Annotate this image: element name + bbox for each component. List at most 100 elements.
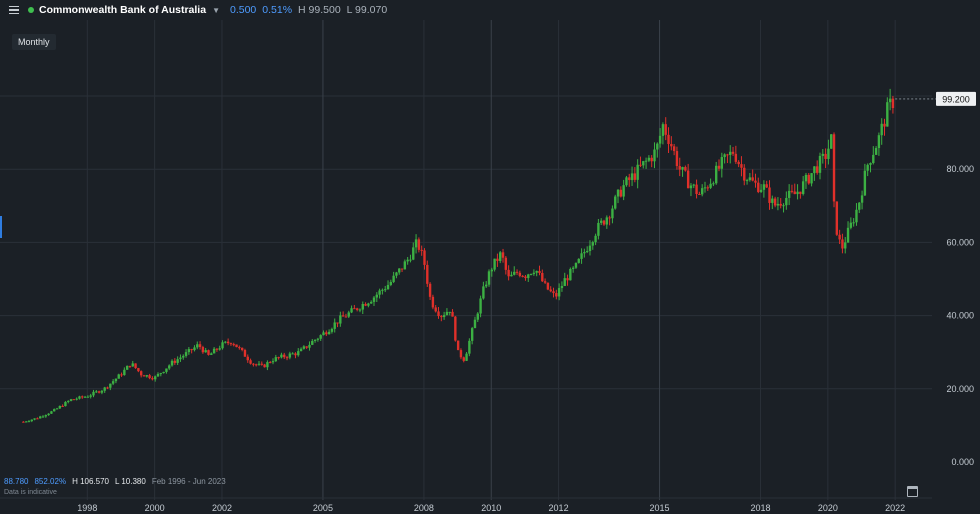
candle-body (456, 340, 460, 351)
candle-body (47, 413, 50, 416)
candle-body (720, 157, 724, 169)
hamburger-icon[interactable] (9, 5, 19, 15)
candle-body (874, 148, 878, 155)
candle-body (235, 344, 238, 348)
candle-body (496, 258, 499, 261)
candle-body (487, 271, 491, 285)
candle-body (636, 164, 639, 180)
candle-body (246, 356, 249, 361)
period-button[interactable]: Monthly (12, 34, 56, 50)
candle-body (120, 374, 123, 376)
candle-body (271, 361, 275, 363)
candle-body (344, 316, 348, 318)
candle-body (501, 252, 505, 258)
candle-body (507, 269, 510, 277)
candle-body (170, 360, 174, 366)
candle-body (414, 239, 418, 248)
candle-body (849, 222, 853, 228)
candle-body (367, 303, 370, 306)
candle-body (518, 272, 522, 276)
candle-body (297, 351, 300, 356)
candle-body (92, 391, 95, 396)
y-tick-label: 40.000 (946, 311, 974, 321)
candle-body (353, 308, 356, 310)
data-note: Data is indicative (4, 489, 57, 496)
candle-body (131, 363, 134, 367)
candle-body (510, 274, 513, 277)
candle-body (703, 187, 707, 189)
candle-body (734, 153, 738, 162)
candle-body (470, 328, 474, 341)
candle-body (445, 311, 449, 316)
candle-body (866, 164, 869, 171)
candle-body (148, 375, 151, 379)
candle-body (776, 203, 780, 206)
candle-body (78, 396, 81, 399)
candle-body (190, 349, 193, 351)
y-tick-label: 80.000 (946, 164, 974, 174)
candle-body (883, 123, 886, 127)
candle-body (319, 335, 322, 339)
candle-body (490, 269, 494, 272)
candle-body (109, 383, 112, 388)
candle-body (757, 182, 760, 192)
candle-body (815, 166, 819, 173)
candle-body (740, 164, 743, 168)
candle-body (647, 157, 651, 161)
candle-body (322, 332, 325, 336)
candle-body (53, 409, 56, 412)
candle-body (759, 189, 763, 192)
calendar-icon[interactable] (907, 486, 918, 497)
x-tick-label: 2020 (818, 503, 838, 513)
candle-body (299, 348, 303, 352)
candle-body (412, 247, 415, 260)
candle-body (804, 174, 808, 182)
candle-body (476, 313, 479, 320)
candle-body (473, 319, 477, 329)
stats-bar: 88.780 852.02% H 106.570 L 10.380 Feb 19… (4, 477, 226, 486)
x-tick-label: 2022 (885, 503, 905, 513)
candle-body (162, 371, 165, 374)
candle-body (706, 187, 709, 189)
candle-body (569, 268, 572, 281)
x-tick-label: 2000 (145, 503, 165, 513)
candle-body (440, 316, 443, 318)
candle-body (103, 387, 106, 391)
chevron-down-icon[interactable]: ▼ (212, 5, 220, 15)
candle-body (100, 390, 104, 393)
candle-body (670, 143, 673, 147)
candle-body (602, 220, 606, 225)
instrument-name[interactable]: Commonwealth Bank of Australia (39, 4, 207, 16)
candle-body (72, 399, 76, 401)
candle-body (754, 180, 757, 183)
candle-body (134, 363, 137, 369)
candle-body (793, 191, 796, 195)
x-tick-label: 2010 (481, 503, 501, 513)
candle-body (560, 286, 564, 289)
candle-body (215, 348, 219, 350)
candle-body (633, 173, 637, 180)
candle-body (58, 405, 62, 409)
candle-body (187, 349, 191, 353)
candle-body (737, 161, 740, 165)
candle-body (311, 340, 314, 345)
candle-body (689, 185, 693, 189)
scroll-marker[interactable] (0, 216, 2, 238)
candle-body (22, 421, 25, 423)
candle-body (807, 174, 810, 184)
candle-body (818, 155, 822, 173)
candle-body (608, 217, 611, 219)
candle-body (274, 357, 278, 362)
candle-body (33, 418, 36, 420)
candle-body (238, 347, 241, 349)
candle-body (442, 315, 446, 318)
candle-body (751, 177, 754, 181)
x-tick-label: 2015 (650, 503, 670, 513)
price-chart[interactable]: 1998 2000 2002 2005 2008 2010 2012 2015 2018 2020… (0, 20, 980, 514)
candle-body (504, 257, 508, 270)
candle-body (64, 401, 67, 407)
candle-body (628, 177, 631, 181)
candle-body (644, 160, 648, 162)
x-tick-label: 2005 (313, 503, 333, 513)
candle-body (392, 275, 395, 282)
